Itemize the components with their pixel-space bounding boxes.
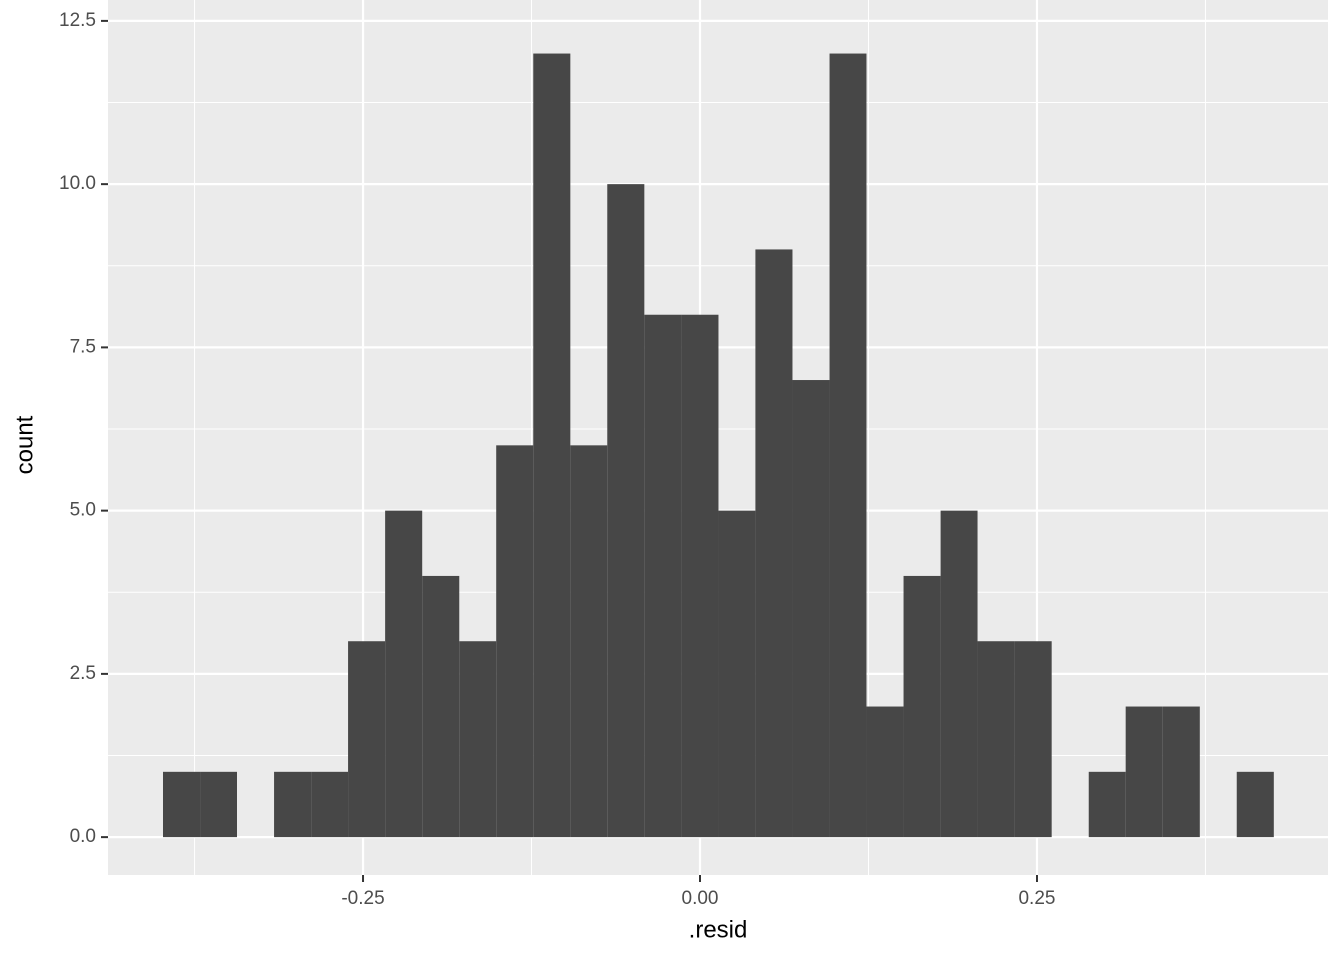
bar [311, 771, 349, 838]
x-tick-label: -0.25 [341, 888, 384, 909]
bar [755, 249, 793, 838]
bar [940, 510, 978, 838]
x-tick-label: 0.00 [682, 888, 719, 909]
bar [1236, 771, 1274, 838]
bar [866, 706, 904, 838]
y-tick-label: 7.5 [70, 336, 96, 357]
bar [681, 314, 719, 838]
y-tick-label: 0.0 [70, 826, 96, 847]
bar [718, 510, 756, 838]
bar [385, 510, 423, 838]
bar [829, 53, 867, 838]
bar [607, 184, 645, 838]
bar [903, 575, 941, 838]
bar [348, 641, 386, 838]
bar [200, 771, 237, 838]
y-axis-title: count [11, 415, 38, 474]
bar [1125, 706, 1163, 838]
bar [459, 641, 497, 838]
bar [533, 53, 571, 838]
bar [792, 380, 830, 838]
x-tick-label: 0.25 [1018, 888, 1055, 909]
bar [644, 314, 682, 838]
y-tick-label: 12.5 [59, 10, 96, 31]
x-axis-title: .resid [689, 916, 748, 943]
bar [422, 575, 460, 838]
bar [570, 445, 608, 838]
bar [274, 771, 312, 838]
y-tick-label: 2.5 [70, 663, 96, 684]
bar [162, 771, 201, 838]
bar [1088, 771, 1126, 838]
bar [977, 641, 1015, 838]
bar [1162, 706, 1200, 838]
y-tick-label: 10.0 [59, 173, 96, 194]
bar [1014, 641, 1052, 838]
y-tick-label: 5.0 [70, 500, 96, 521]
bar [496, 445, 534, 838]
